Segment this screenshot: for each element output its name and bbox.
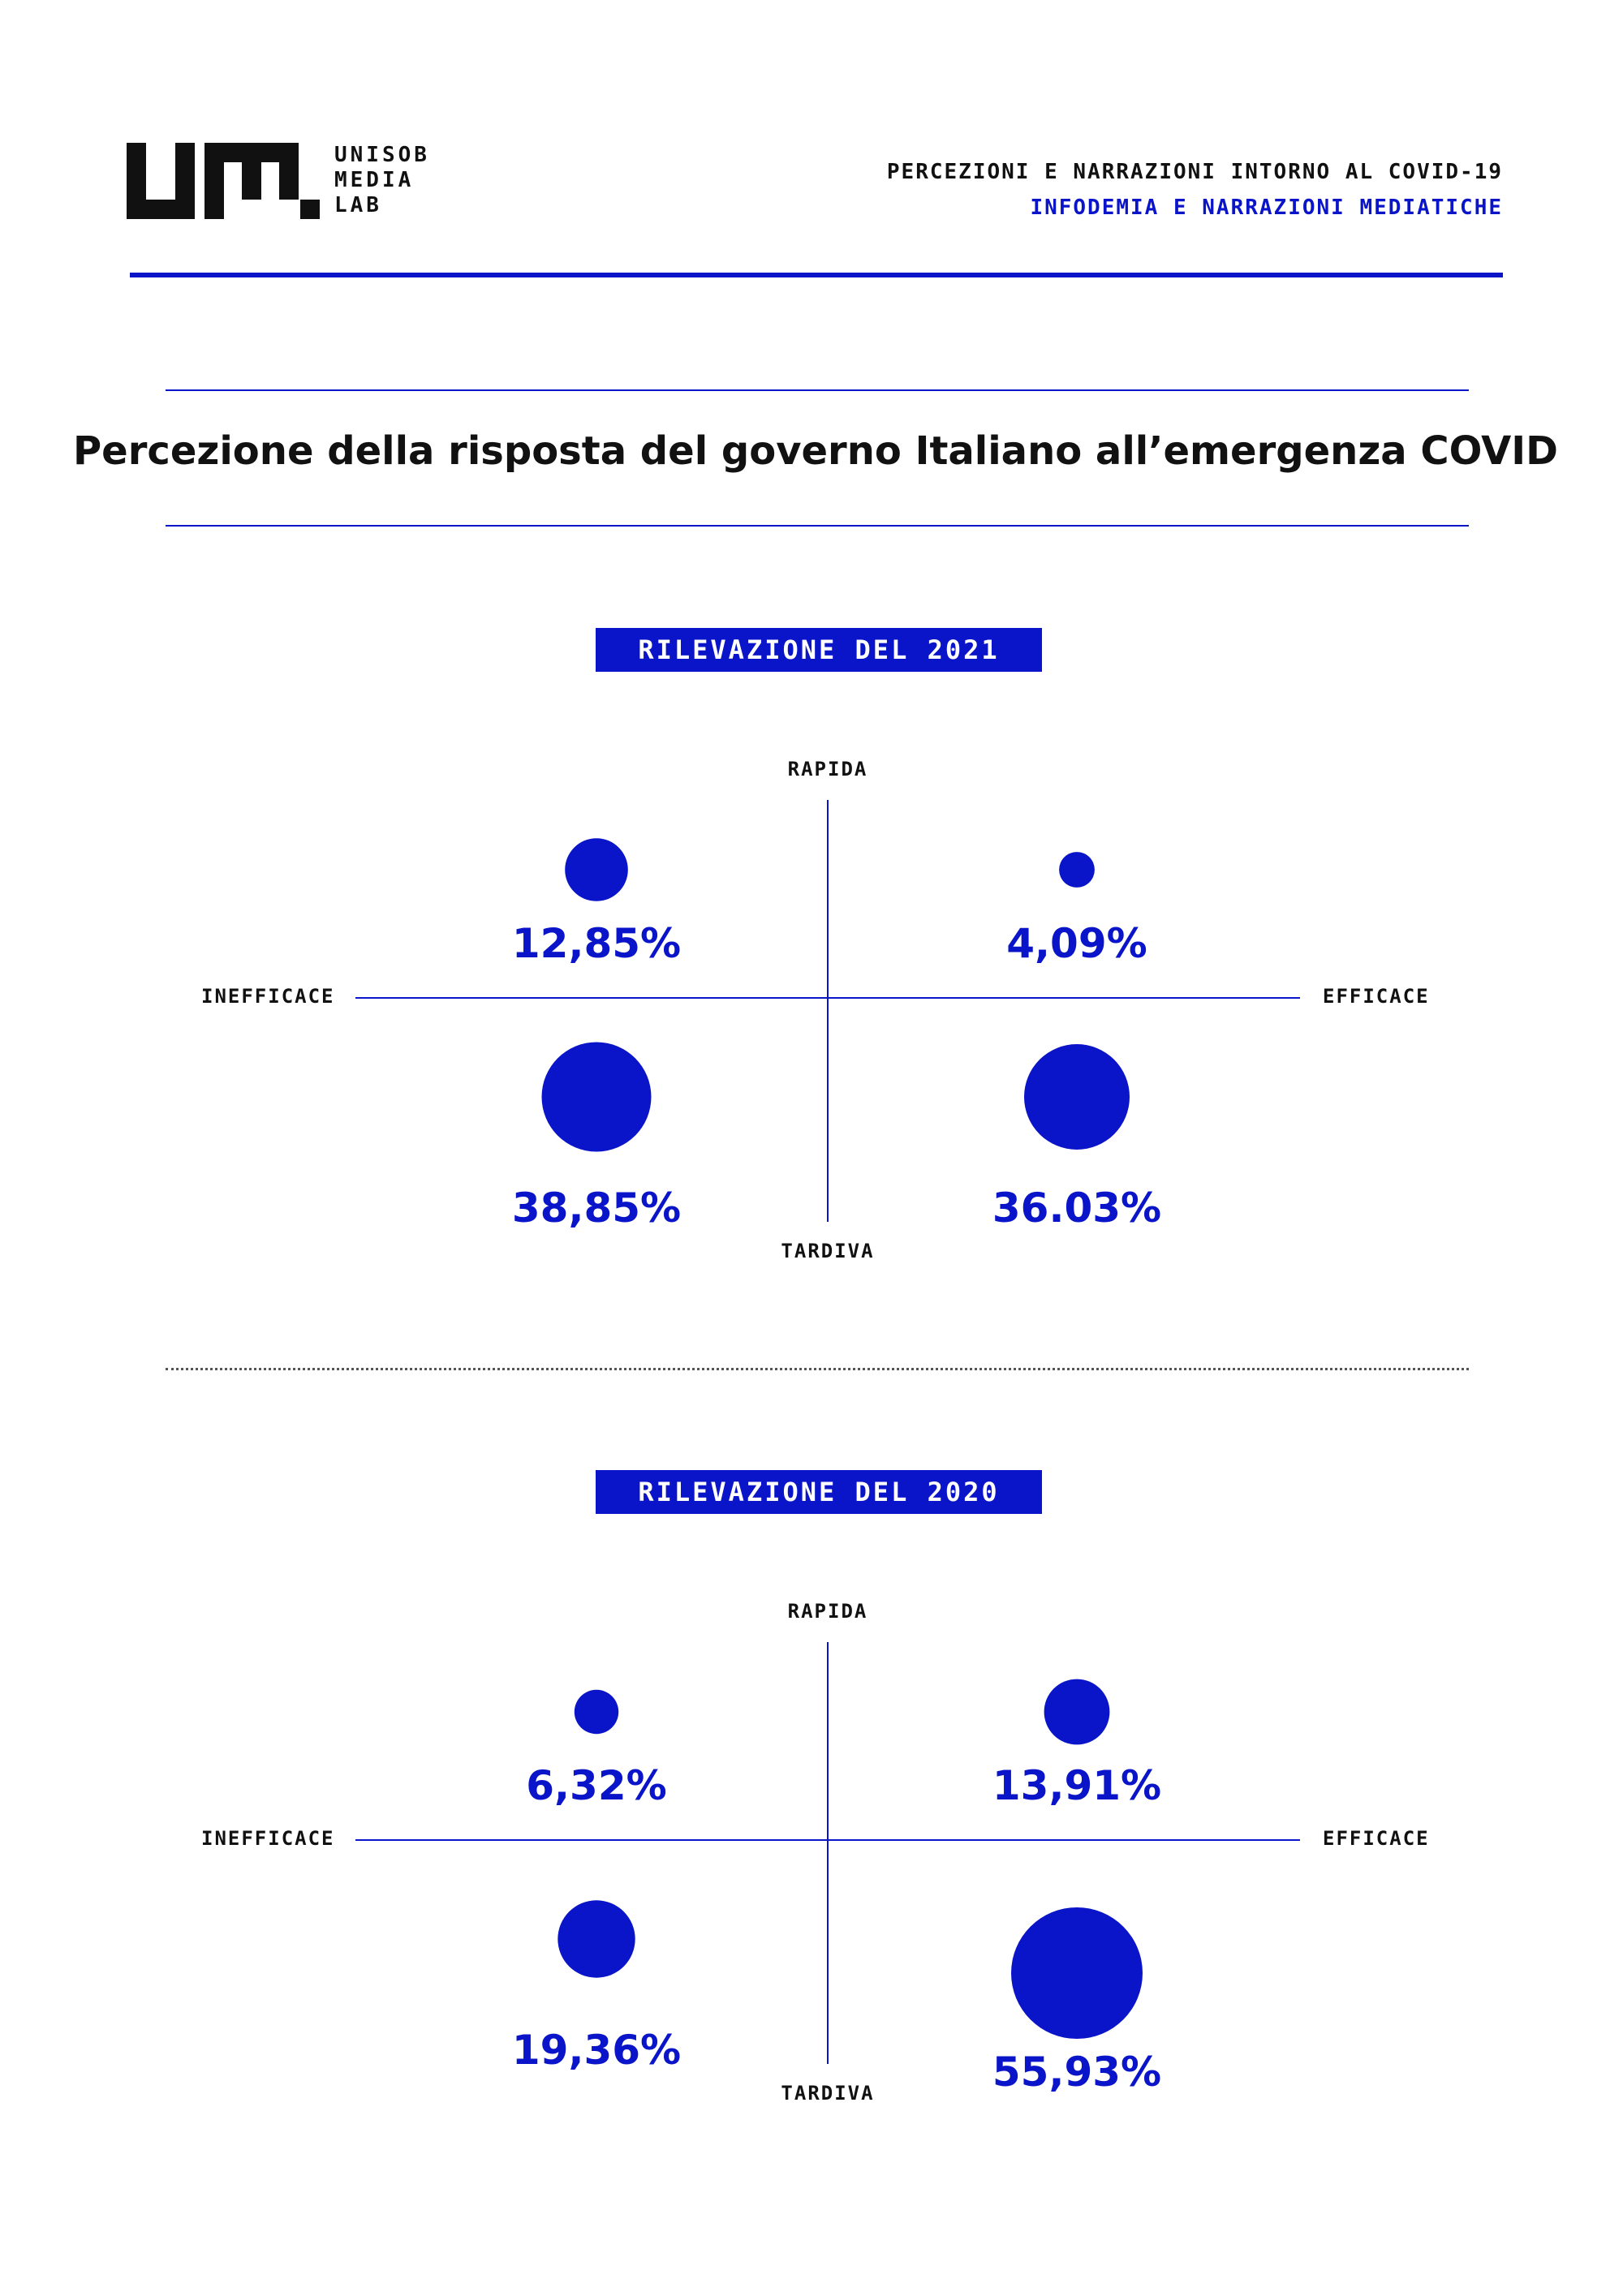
axis-label-rapida: RAPIDA: [787, 758, 868, 780]
title-bottom-rule: [166, 525, 1469, 527]
title-top-rule: [166, 389, 1469, 391]
bubble-rapida-inefficace: [565, 838, 628, 901]
unisob-media-lab-logo-icon: [127, 143, 321, 225]
section-banner-2021: RILEVAZIONE DEL 2021: [596, 628, 1042, 672]
bubble-tardiva-inefficace: [541, 1042, 652, 1152]
axis-label-inefficace: INEFFICACE: [201, 985, 335, 1008]
axis-label-efficace: EFFICACE: [1323, 985, 1430, 1008]
section-banner-2020: RILEVAZIONE DEL 2020: [596, 1470, 1042, 1514]
logo-line-2: MEDIA: [334, 168, 415, 192]
value-label-rapida-efficace: 4,09%: [1006, 920, 1147, 967]
logo-line-3: LAB: [334, 193, 382, 217]
header-divider: [130, 273, 1503, 277]
header-subtitle-line-2: INFODEMIA E NARRAZIONI MEDIATICHE: [1030, 196, 1503, 220]
axis-label-rapida: RAPIDA: [787, 1600, 868, 1623]
quadrant-plot: [355, 800, 1300, 1222]
header-subtitle: PERCEZIONI E NARRAZIONI INTORNO AL COVID…: [887, 154, 1503, 226]
value-label-tardiva-inefficace: 38,85%: [511, 1185, 682, 1232]
logo-line-1: UNISOB: [334, 143, 430, 167]
value-label-tardiva-inefficace: 19,36%: [511, 2027, 682, 2074]
value-label-rapida-inefficace: 6,32%: [526, 1762, 667, 1809]
bubble-tardiva-efficace: [1024, 1044, 1130, 1150]
value-label-rapida-inefficace: 12,85%: [511, 920, 682, 967]
header-subtitle-line-1: PERCEZIONI E NARRAZIONI INTORNO AL COVID…: [886, 160, 1503, 184]
bubble-tardiva-inefficace: [558, 1900, 635, 1978]
quadrant-plot: [355, 1642, 1300, 2064]
bubble-tardiva-efficace: [1011, 1907, 1143, 2039]
value-label-tardiva-efficace: 55,93%: [992, 2049, 1162, 2096]
bubble-rapida-efficace: [1044, 1679, 1110, 1745]
section-divider: [166, 1368, 1469, 1370]
logo-wordmark: UNISOB MEDIA LAB: [334, 143, 430, 218]
axis-label-inefficace: INEFFICACE: [201, 1827, 335, 1850]
quadrant-chart-2021: RAPIDA TARDIVA INEFFICACE EFFICACE 12,85% 4,0…: [0, 746, 1623, 1363]
axis-label-tardiva: TARDIVA: [781, 1240, 875, 1262]
bubble-rapida-inefficace: [574, 1689, 619, 1735]
quadrant-chart-2020: RAPIDA TARDIVA INEFFICACE EFFICACE 6,32% 13,9…: [0, 1589, 1623, 2205]
value-label-tardiva-efficace: 36.03%: [992, 1185, 1162, 1232]
value-label-rapida-efficace: 13,91%: [992, 1762, 1162, 1809]
axis-label-efficace: EFFICACE: [1323, 1827, 1430, 1850]
bubble-rapida-efficace: [1059, 852, 1095, 888]
page-title: Percezione della risposta del governo It…: [73, 428, 1558, 474]
axis-label-tardiva: TARDIVA: [781, 2082, 875, 2105]
